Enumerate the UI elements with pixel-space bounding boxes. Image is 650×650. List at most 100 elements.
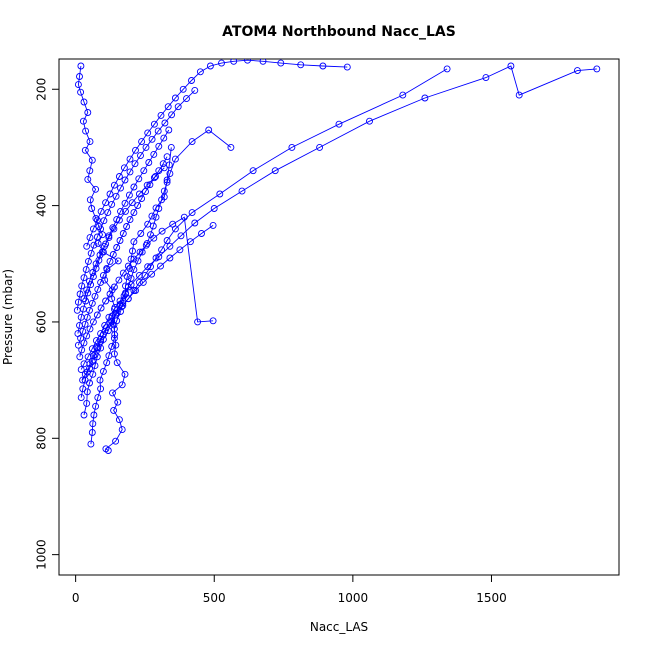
data-point <box>77 313 85 321</box>
data-point <box>126 155 134 163</box>
series-6 <box>76 213 217 361</box>
data-point <box>102 199 110 207</box>
data-point <box>150 174 158 182</box>
data-point <box>118 426 126 434</box>
data-point <box>110 181 118 189</box>
data-point <box>160 164 168 172</box>
data-point <box>110 334 118 342</box>
data-point <box>106 257 114 265</box>
data-point <box>144 263 152 271</box>
data-point <box>117 207 124 215</box>
data-point <box>515 91 523 99</box>
data-point <box>132 146 139 154</box>
data-point <box>83 286 91 294</box>
series-9 <box>73 86 199 314</box>
data-point <box>135 175 143 183</box>
data-point <box>138 138 146 146</box>
y-axis: 200 400 600 800 1000 <box>35 78 60 570</box>
data-point <box>110 325 118 333</box>
data-point <box>176 246 184 254</box>
data-point <box>92 264 100 272</box>
data-point <box>145 159 153 166</box>
data-point <box>110 406 118 414</box>
data-point <box>80 274 88 282</box>
data-point <box>82 127 90 135</box>
data-point <box>112 341 120 349</box>
data-point <box>141 271 149 279</box>
data-point <box>180 213 188 221</box>
data-point <box>88 345 96 353</box>
data-point <box>80 98 88 106</box>
data-point <box>343 63 351 71</box>
data-point <box>105 234 113 242</box>
series-4 <box>79 65 451 384</box>
data-point <box>86 196 94 204</box>
data-point <box>125 191 133 199</box>
data-point <box>158 246 166 254</box>
data-point <box>126 216 134 224</box>
data-point <box>82 266 90 274</box>
data-point <box>109 251 117 258</box>
data-point <box>130 209 138 217</box>
data-point <box>188 138 196 146</box>
x-axis: 0 500 1000 1500 <box>72 574 507 605</box>
series-11 <box>80 164 168 303</box>
data-point <box>194 318 202 326</box>
data-point <box>89 273 97 281</box>
series-line <box>82 68 448 381</box>
data-point <box>101 327 109 335</box>
data-point <box>179 85 187 93</box>
y-tick-label: 200 <box>35 78 49 101</box>
data-point <box>227 143 235 151</box>
data-point <box>119 269 127 277</box>
data-point <box>94 394 102 402</box>
data-point <box>119 230 127 237</box>
data-point <box>99 367 107 375</box>
data-point <box>103 264 111 272</box>
data-point <box>73 306 81 314</box>
data-point <box>186 238 194 246</box>
data-point <box>174 103 182 111</box>
y-tick-label: 600 <box>35 310 49 333</box>
data-point <box>112 437 120 445</box>
data-point <box>97 385 105 393</box>
series-10 <box>83 59 351 250</box>
data-point <box>166 170 174 178</box>
data-point <box>77 394 85 402</box>
data-point <box>169 220 177 228</box>
data-point <box>92 337 100 345</box>
series-7 <box>74 153 171 349</box>
data-point <box>79 117 87 125</box>
data-point <box>89 269 97 276</box>
data-point <box>271 167 279 175</box>
data-point <box>209 221 217 229</box>
data-point <box>88 205 96 212</box>
data-point <box>74 330 82 338</box>
data-point <box>135 190 143 198</box>
series-line <box>83 129 232 416</box>
data-point <box>93 344 101 351</box>
data-point <box>168 111 176 119</box>
data-point <box>83 242 91 250</box>
data-point <box>121 199 129 207</box>
data-point <box>104 209 112 217</box>
data-point <box>81 376 89 384</box>
data-point <box>593 65 601 73</box>
data-point <box>117 184 124 192</box>
chart-title: ATOM4 Northbound Nacc_LAS <box>222 24 456 40</box>
data-point <box>158 196 166 204</box>
data-point <box>86 234 94 242</box>
data-point <box>150 234 158 242</box>
data-point <box>316 143 324 151</box>
data-point <box>205 126 213 134</box>
data-point <box>144 129 152 137</box>
data-point <box>86 325 94 333</box>
data-point <box>112 192 120 200</box>
data-point <box>124 295 132 303</box>
data-point <box>103 359 111 367</box>
data-point <box>122 289 129 297</box>
data-point <box>76 353 84 361</box>
data-point <box>115 173 123 180</box>
data-point <box>216 190 224 198</box>
